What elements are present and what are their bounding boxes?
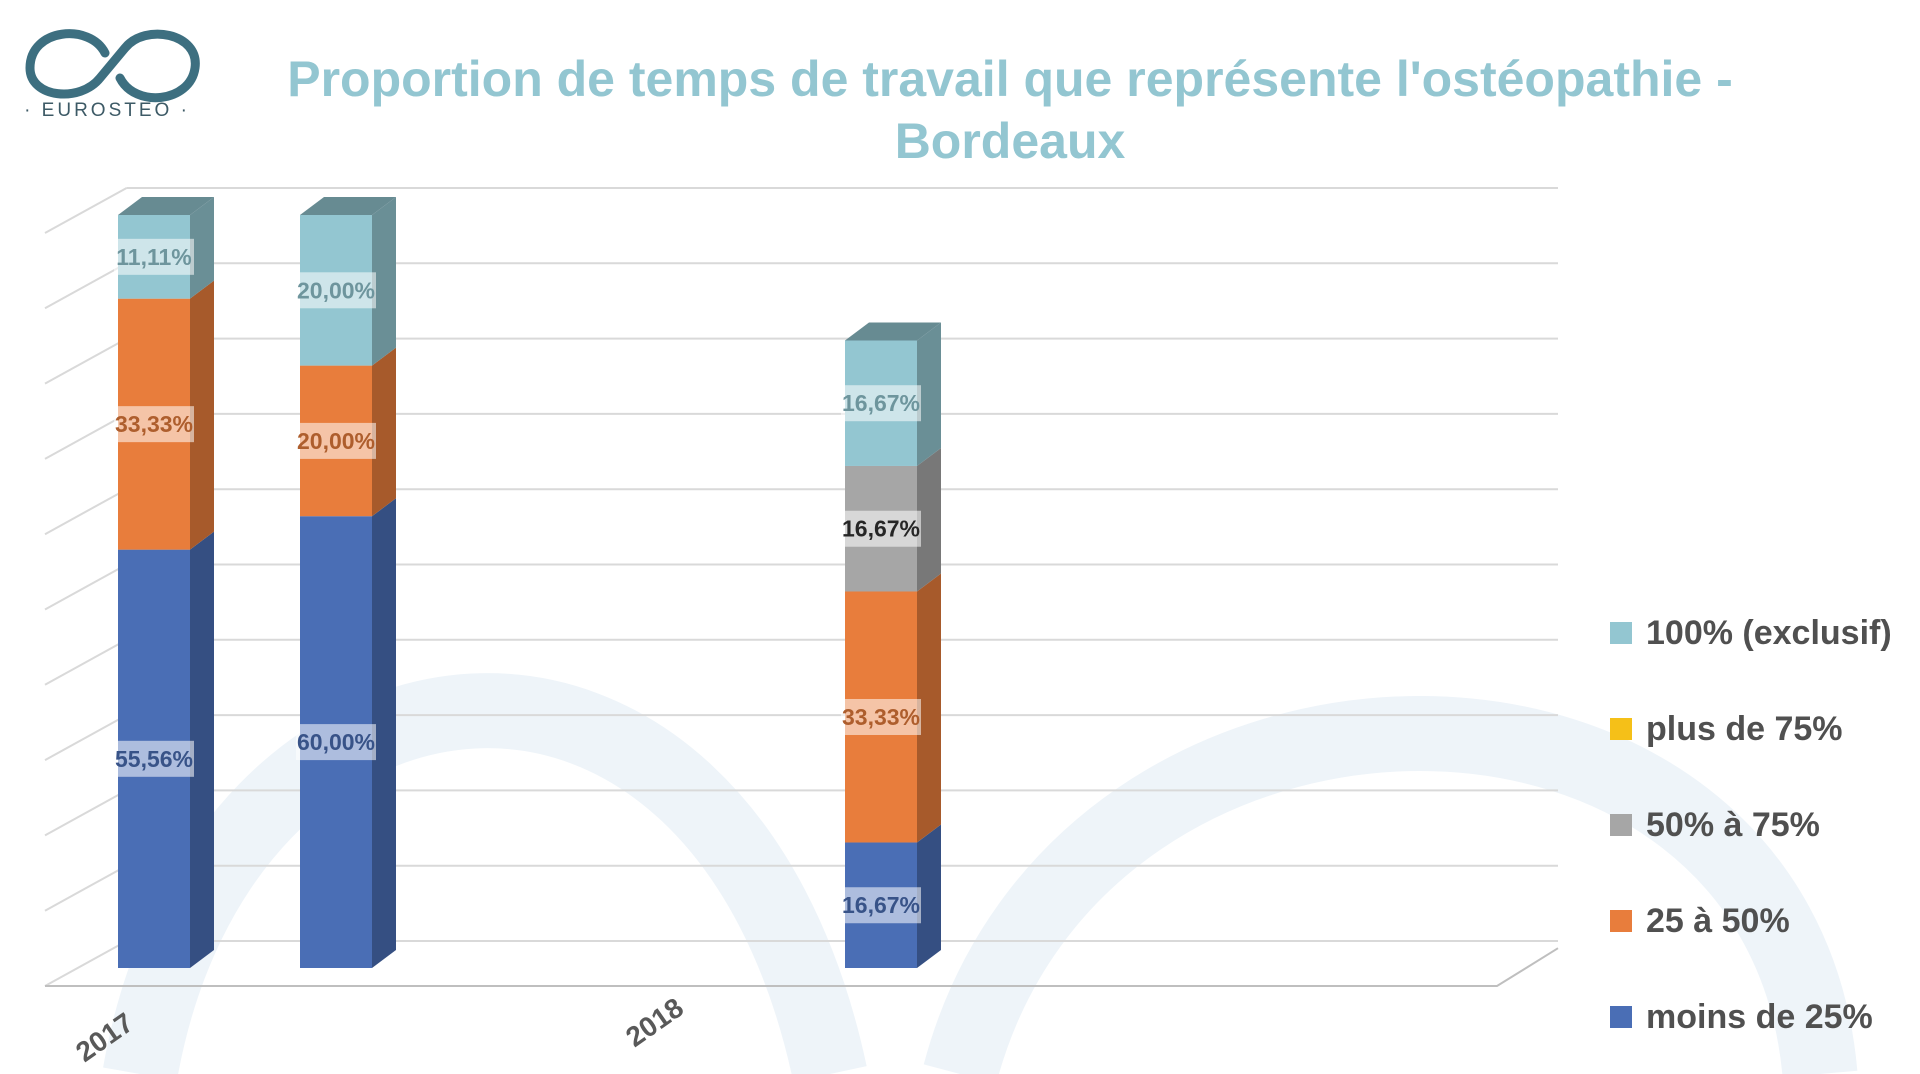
bar-segment-side bbox=[190, 280, 214, 550]
bar-top bbox=[300, 197, 396, 215]
gridline-diagonal bbox=[44, 413, 128, 460]
chart-gridlines bbox=[44, 187, 1559, 987]
legend-swatch bbox=[1610, 910, 1632, 932]
data-label-bg bbox=[841, 385, 921, 422]
gridline-diagonal bbox=[44, 638, 128, 686]
x-tick-label: 2018 bbox=[620, 992, 689, 1053]
data-label-bg bbox=[114, 406, 194, 443]
data-label: 16,67% bbox=[842, 516, 920, 542]
gridline-diagonal bbox=[44, 563, 128, 611]
gridline-diagonal bbox=[44, 337, 128, 385]
legend-swatch bbox=[1610, 814, 1632, 836]
bar-segment-side bbox=[917, 573, 941, 843]
bar-segment-side bbox=[917, 322, 941, 466]
gridline-diagonal bbox=[44, 262, 128, 310]
bar-top bbox=[118, 197, 214, 215]
data-label: 20,00% bbox=[297, 428, 375, 454]
data-label-bg bbox=[841, 887, 921, 924]
gridline-diagonal bbox=[44, 789, 128, 837]
legend-label: moins de 25% bbox=[1646, 997, 1873, 1036]
legend-swatch bbox=[1610, 1006, 1632, 1028]
data-label-bg bbox=[841, 698, 921, 735]
data-label-bg bbox=[296, 724, 376, 761]
data-label: 11,11% bbox=[116, 244, 191, 270]
bar-segment-side bbox=[190, 531, 214, 968]
gridline-diagonal bbox=[44, 714, 128, 761]
bar-top bbox=[845, 322, 941, 341]
gridline-diagonal bbox=[44, 488, 128, 536]
data-label: 60,00% bbox=[297, 729, 375, 755]
data-label-bg bbox=[114, 740, 194, 777]
data-label: 55,56% bbox=[115, 746, 193, 772]
bar-segment-side bbox=[372, 347, 396, 517]
data-label: 16,67% bbox=[842, 892, 920, 918]
gridline-diagonal bbox=[44, 940, 128, 987]
bar-segment-side bbox=[917, 447, 941, 592]
bar-segment-side bbox=[372, 197, 396, 366]
chart-data-labels: 55,56% 33,33% 11,11% 60,00% 20,00% 20,00% 16,6… bbox=[114, 238, 921, 924]
gridline-diagonal bbox=[44, 187, 128, 234]
logo-infinity-shape bbox=[25, 29, 200, 103]
data-label-bg bbox=[114, 238, 194, 275]
logo-text: · EUROSTEO · bbox=[24, 100, 190, 121]
legend-label: 50% à 75% bbox=[1646, 805, 1820, 844]
legend-label: plus de 75% bbox=[1646, 709, 1843, 748]
chart-legend: 100% (exclusif) plus de 75% 50% à 75% 25 à … bbox=[1610, 585, 1910, 1065]
gridline-diagonal bbox=[44, 864, 128, 912]
legend-item: 50% à 75% bbox=[1610, 777, 1910, 873]
data-label-bg bbox=[841, 510, 921, 547]
chart-title: Proportion de temps de travail que repré… bbox=[287, 51, 1733, 169]
eurosteo-logo bbox=[20, 18, 210, 128]
legend-item: 100% (exclusif) bbox=[1610, 585, 1910, 681]
logo-mark-icon bbox=[25, 29, 200, 103]
legend-item: 25 à 50% bbox=[1610, 873, 1910, 969]
data-label-bg bbox=[296, 272, 376, 309]
bar-segment-side bbox=[917, 824, 941, 968]
legend-swatch bbox=[1610, 622, 1632, 644]
data-label: 33,33% bbox=[115, 411, 193, 437]
data-label: 33,33% bbox=[842, 704, 920, 730]
bar-segment-side bbox=[190, 197, 214, 299]
data-label: 20,00% bbox=[297, 277, 375, 303]
legend-label: 100% (exclusif) bbox=[1646, 613, 1892, 652]
data-label-bg bbox=[296, 422, 376, 459]
legend-item: plus de 75% bbox=[1610, 681, 1910, 777]
legend-label: 25 à 50% bbox=[1646, 901, 1790, 940]
bar-segment-side bbox=[372, 498, 396, 968]
legend-item: moins de 25% bbox=[1610, 969, 1910, 1065]
data-label: 16,67% bbox=[842, 390, 920, 416]
chart-floor bbox=[45, 947, 1559, 987]
legend-swatch bbox=[1610, 718, 1632, 740]
